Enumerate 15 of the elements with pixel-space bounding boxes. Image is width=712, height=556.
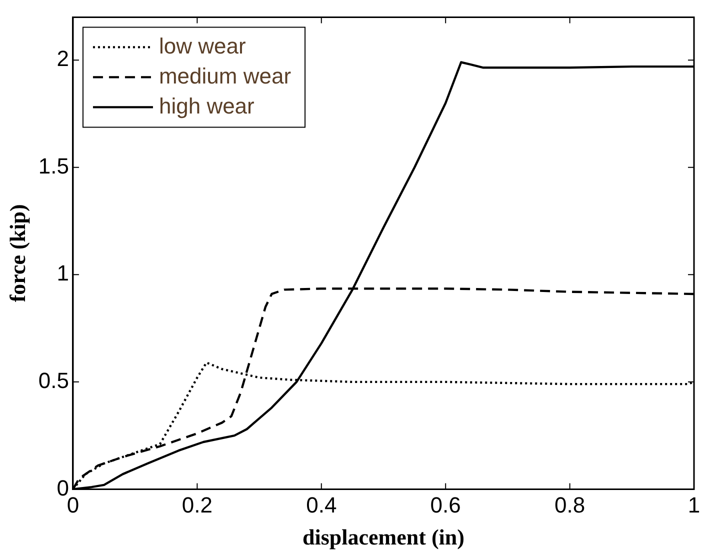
x-tick-label: 0.6 xyxy=(430,492,461,518)
y-tick-label: 1 xyxy=(56,260,69,286)
y-tick-label: 0 xyxy=(56,475,69,500)
legend-label: medium wear xyxy=(158,63,292,88)
y-tick-label: 1.5 xyxy=(38,153,69,178)
legend-label: low wear xyxy=(158,33,246,58)
x-tick-label: 0.8 xyxy=(554,492,586,518)
x-tick-label: 0.2 xyxy=(182,492,212,518)
x-tick-label: 0.4 xyxy=(306,492,337,518)
y-tick-label: 0.5 xyxy=(38,368,69,393)
y-tick-label: 2 xyxy=(56,46,69,72)
x-axis-title: displacement (in) xyxy=(302,524,464,550)
legend-label: high wear xyxy=(158,93,254,118)
y-axis-title: force (kip) xyxy=(4,204,30,302)
x-tick-label: 1 xyxy=(688,492,700,518)
